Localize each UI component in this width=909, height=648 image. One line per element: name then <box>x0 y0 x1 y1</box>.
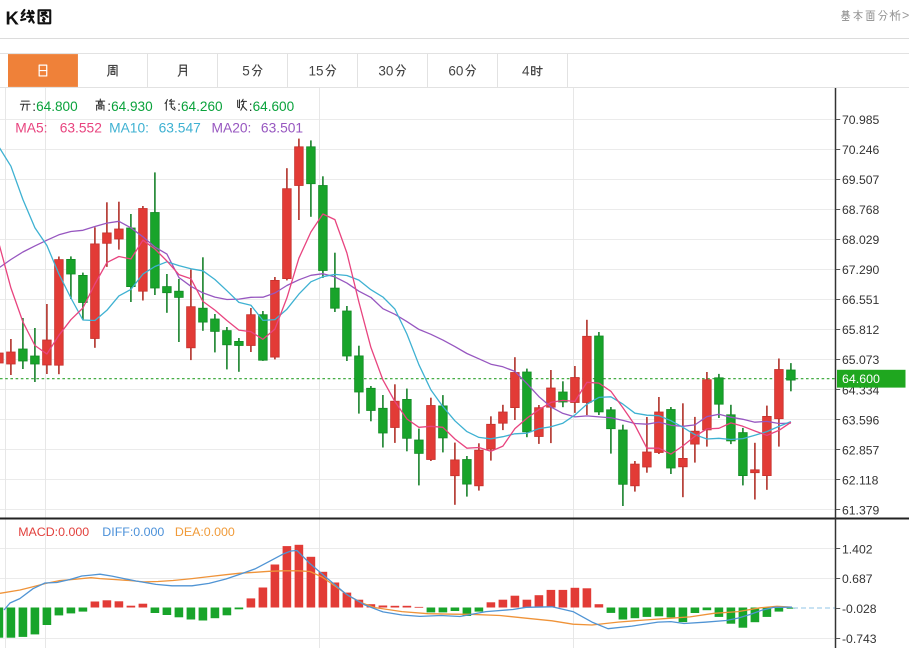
svg-text:65.073: 65.073 <box>842 353 879 367</box>
svg-text:65.812: 65.812 <box>842 323 879 337</box>
svg-text:70.246: 70.246 <box>842 143 879 157</box>
svg-text:62.118: 62.118 <box>842 473 879 487</box>
svg-text:1.402: 1.402 <box>842 542 873 556</box>
svg-text:-0.743: -0.743 <box>842 632 877 646</box>
svg-text:64.600: 64.600 <box>842 372 880 386</box>
svg-text::: : <box>107 99 111 114</box>
svg-text:0.687: 0.687 <box>842 572 873 586</box>
svg-text:30: 30 <box>378 63 393 78</box>
svg-text:60: 60 <box>448 63 463 78</box>
svg-text:62.857: 62.857 <box>842 443 879 457</box>
svg-text:MA5:: MA5: <box>15 121 47 136</box>
svg-text:-0.028: -0.028 <box>842 602 877 616</box>
svg-text:70.985: 70.985 <box>842 113 879 127</box>
svg-text:64.930: 64.930 <box>111 99 153 114</box>
svg-text:63.596: 63.596 <box>842 413 879 427</box>
svg-text:69.507: 69.507 <box>842 173 879 187</box>
svg-text:4: 4 <box>522 63 530 78</box>
svg-text:DIFF:0.000: DIFF:0.000 <box>102 525 164 539</box>
svg-text:63.547: 63.547 <box>159 121 201 136</box>
svg-text:64.600: 64.600 <box>253 99 295 114</box>
svg-text:64.800: 64.800 <box>36 99 78 114</box>
svg-text:67.290: 67.290 <box>842 263 879 277</box>
svg-text:68.029: 68.029 <box>842 233 879 247</box>
svg-text:5: 5 <box>242 63 250 78</box>
svg-text:63.552: 63.552 <box>60 121 102 136</box>
svg-text:66.551: 66.551 <box>842 293 879 307</box>
svg-text:MACD:0.000: MACD:0.000 <box>18 525 89 539</box>
svg-text:61.379: 61.379 <box>842 503 879 517</box>
svg-text:DEA:0.000: DEA:0.000 <box>175 525 235 539</box>
svg-text:MA10:: MA10: <box>109 121 149 136</box>
svg-text:K: K <box>6 8 20 29</box>
svg-text::: : <box>249 99 253 114</box>
svg-text:64.260: 64.260 <box>181 99 223 114</box>
svg-text::: : <box>32 99 36 114</box>
svg-text:>: > <box>902 9 909 23</box>
svg-text:68.768: 68.768 <box>842 203 879 217</box>
svg-text:MA20:: MA20: <box>212 121 252 136</box>
svg-text::: : <box>177 99 181 114</box>
svg-text:15: 15 <box>309 63 324 78</box>
svg-text:63.501: 63.501 <box>261 121 303 136</box>
